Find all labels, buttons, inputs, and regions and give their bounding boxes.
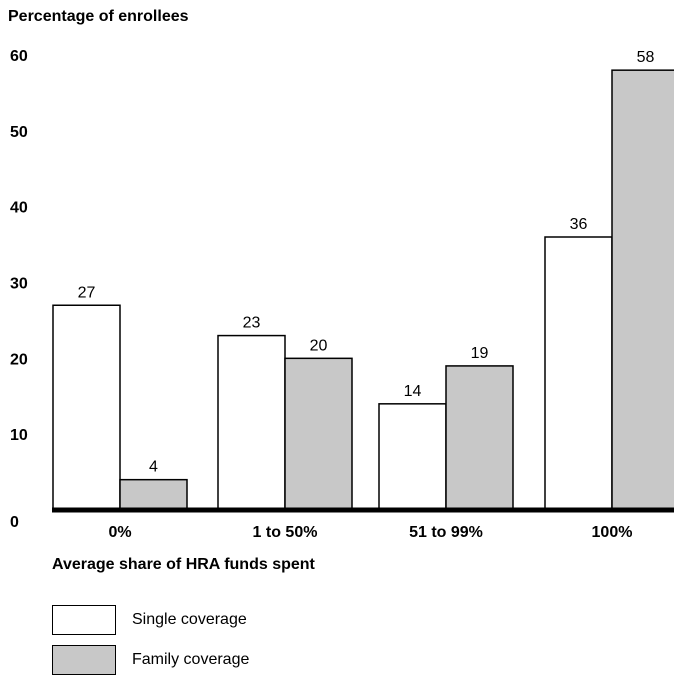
data-label: 58 [637,49,655,66]
x-tick-label: 1 to 50% [253,524,318,541]
legend-item-single: Single coverage [52,605,247,635]
data-label: 23 [243,315,261,332]
x-tick-label: 51 to 99% [409,524,483,541]
y-tick-label: 20 [10,351,28,368]
y-tick-label: 40 [10,200,28,217]
legend-label-family: Family coverage [132,651,250,668]
bar-single [217,334,286,511]
bar-family [119,478,188,511]
bar-single [544,236,613,511]
legend-swatch-single [52,605,116,635]
data-label: 19 [471,345,489,362]
legend-label-single: Single coverage [132,611,247,628]
bar-single [52,304,121,511]
y-tick-label: 0 [10,514,19,531]
bar-single [378,403,447,511]
legend-item-family: Family coverage [52,645,249,675]
y-tick-label: 60 [10,48,28,65]
bar-family [284,357,353,511]
y-tick-label: 10 [10,427,28,444]
x-axis-title: Average share of HRA funds spent [52,556,315,573]
y-tick-label: 30 [10,276,28,293]
data-label: 27 [78,284,96,301]
data-label: 4 [149,459,158,476]
x-tick-label: 0% [108,524,131,541]
x-tick-label: 100% [592,524,633,541]
bar-family [611,69,674,511]
bar-family [445,365,514,511]
legend-swatch-family [52,645,116,675]
data-label: 36 [570,216,588,233]
y-axis-title: Percentage of enrollees [8,8,189,25]
y-tick-label: 50 [10,124,28,141]
data-label: 14 [404,383,422,400]
data-label: 20 [310,337,328,354]
bar-chart: 0 10 20 30 40 50 60 27 4 0% 23 20 1 to 50% 14 19 51 to … [10,48,674,541]
